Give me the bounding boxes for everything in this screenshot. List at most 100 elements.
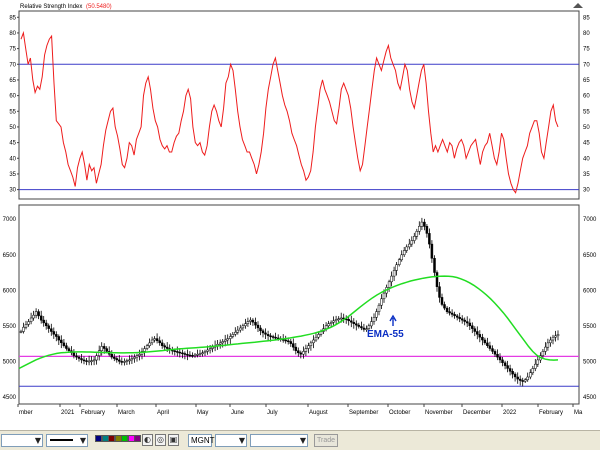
price-candle-body [433, 258, 436, 273]
color-picker-icon[interactable]: ◎ [155, 434, 166, 446]
price-candle-body [541, 351, 545, 356]
price-tick-label-right: 5500 [583, 324, 597, 330]
price-candle-body [546, 342, 550, 348]
price-candle-body [332, 320, 335, 323]
price-candle-body [231, 334, 235, 337]
price-tick-label-left: 6500 [3, 253, 17, 259]
price-candle-body [203, 351, 207, 354]
symbol-field[interactable]: MGNT [188, 434, 215, 447]
price-candle-body [150, 339, 154, 344]
price-candle-body [392, 270, 396, 277]
price-axis-right: 7000 6500 6000 5500 5000 4500 [583, 217, 597, 401]
price-candle-body [125, 360, 129, 362]
price-candle-body [531, 368, 535, 374]
price-candles [19, 217, 560, 387]
price-candle-body [80, 358, 83, 361]
price-candle-body [256, 324, 260, 329]
image-icon[interactable]: ▣ [168, 434, 179, 446]
price-candle-body [181, 352, 184, 355]
price-candle-body [92, 359, 96, 362]
price-tick-label-left: 5000 [3, 359, 17, 365]
x-tick-label: July [267, 410, 278, 416]
price-candle-body [402, 250, 406, 256]
rsi-tick-label-left: 75 [9, 47, 16, 53]
price-candle-body [440, 297, 444, 305]
scroll-up-icon[interactable] [573, 3, 583, 8]
price-candle-body [516, 376, 519, 380]
price-candle-body [405, 246, 408, 251]
price-candle-body [271, 336, 275, 338]
line-style-select[interactable]: ▼ [46, 434, 88, 447]
price-candle-body [307, 345, 310, 349]
price-axis-left: 7000 6500 6000 5500 5000 4500 [3, 217, 17, 401]
price-candle-body [239, 327, 242, 331]
price-candle-body [478, 334, 482, 338]
price-candle-body [360, 326, 363, 329]
price-candle-body [60, 339, 63, 344]
ema-annotation: EMA-55 [367, 329, 404, 340]
chart-type-select[interactable]: ▼ [1, 434, 43, 447]
price-candle-body [82, 359, 86, 362]
price-candle-body [102, 346, 106, 349]
price-candle-body [221, 341, 224, 344]
price-candle-body [223, 339, 227, 342]
price-candle-body [244, 323, 247, 327]
price-candle-body [24, 324, 28, 328]
x-tick-label: October [389, 410, 410, 416]
price-candle-body [400, 254, 403, 261]
timeframe-select[interactable]: ▼ [215, 434, 247, 447]
price-candle-body [229, 336, 232, 339]
price-candle-body [249, 319, 252, 322]
price-tick-label-left: 4500 [3, 395, 17, 401]
x-tick-label: Ma [574, 410, 583, 416]
price-candle-body [382, 292, 386, 300]
price-candle-body [22, 326, 25, 332]
price-candle-body [476, 331, 479, 335]
price-candle-body [365, 328, 368, 330]
price-candle-body [133, 356, 136, 359]
price-candle-body [148, 342, 151, 346]
price-candle-body [39, 315, 43, 321]
price-candle-body [110, 354, 114, 358]
price-candle-body [438, 286, 441, 298]
trade-button[interactable]: Trade [314, 434, 338, 447]
rsi-tick-label-right: 80 [583, 31, 590, 37]
price-candle-body [160, 342, 164, 346]
price-candle-body [284, 339, 287, 342]
price-candle-body [408, 243, 411, 248]
price-candle-body [420, 221, 424, 227]
palette-icon[interactable]: ◐ [142, 434, 153, 446]
price-candle-body [135, 355, 139, 358]
price-candle-body [488, 345, 492, 349]
price-candle-body [95, 355, 98, 361]
price-candle-body [498, 356, 502, 361]
price-candle-body [337, 318, 340, 320]
rsi-tick-label-left: 35 [9, 172, 16, 178]
rsi-tick-label-right: 65 [583, 78, 590, 84]
price-candle-body [450, 312, 454, 315]
price-candle-body [536, 359, 540, 365]
price-candle-body [554, 335, 557, 338]
ema-group [18, 275, 559, 370]
x-tick-label: 2021 [61, 410, 75, 416]
rsi-tick-label-left: 40 [9, 156, 16, 162]
price-candle-body [423, 221, 426, 227]
rsi-tick-label-right: 35 [583, 172, 590, 178]
price-candle-body [534, 363, 537, 369]
price-candle-body [52, 331, 56, 335]
price-panel-background [18, 204, 580, 405]
price-candle-body [19, 331, 23, 333]
x-tick-label: May [197, 410, 208, 416]
price-candle-body [85, 360, 88, 362]
price-candle-body [67, 348, 71, 351]
color-swatch[interactable] [134, 435, 141, 442]
price-candle-body [445, 307, 449, 312]
price-candle-body [302, 351, 305, 355]
price-candle-body [372, 317, 376, 322]
rsi-tick-label-left: 60 [9, 94, 16, 100]
price-candle-body [299, 352, 303, 355]
price-candle-body [259, 327, 262, 332]
layout-select[interactable]: ▼ [250, 434, 308, 447]
rsi-axis-left: 85 80 75 70 65 60 55 50 45 40 35 30 [9, 15, 19, 194]
price-candle-body [236, 329, 240, 333]
